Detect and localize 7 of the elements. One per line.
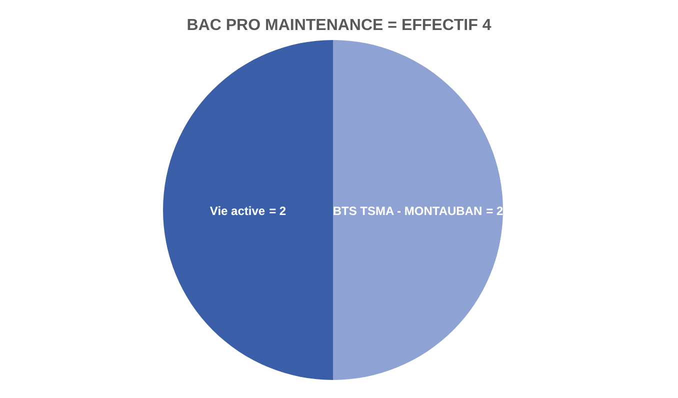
chart-title: BAC PRO MAINTENANCE = EFFECTIF 4 bbox=[186, 17, 492, 34]
data-label: = 2 bbox=[269, 204, 286, 218]
pie-slice bbox=[163, 40, 333, 380]
slice-label: BTS TSMA - MONTAUBAN bbox=[332, 204, 482, 218]
data-label: = 2 bbox=[486, 204, 504, 218]
slice-label: Vie active bbox=[210, 204, 266, 218]
pie-slice bbox=[333, 40, 503, 380]
